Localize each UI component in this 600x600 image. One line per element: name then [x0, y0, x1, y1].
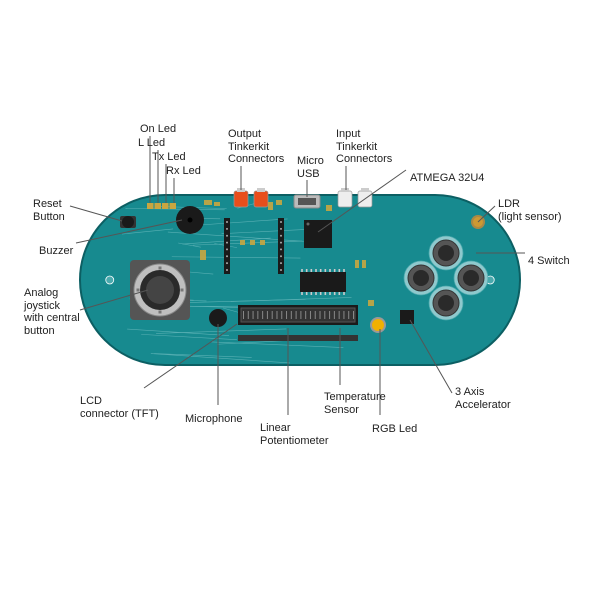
status-led — [147, 203, 154, 209]
label-tx-led: Tx Led — [152, 151, 186, 164]
output-tinkerkit-connector — [234, 191, 248, 207]
label-microphone: Microphone — [185, 413, 242, 426]
label-linear-pot: LinearPotentiometer — [260, 422, 328, 447]
label-l-led: L Led — [138, 137, 165, 150]
output-tinkerkit-connector — [254, 191, 268, 207]
smd-component — [250, 240, 255, 245]
label-atmega: ATMEGA 32U4 — [410, 172, 484, 185]
smd-component — [368, 300, 374, 306]
label-rgb-led: RGB Led — [372, 423, 417, 436]
label-joystick: Analogjoystickwith centralbutton — [24, 287, 80, 338]
smd-component — [362, 260, 366, 268]
accelerometer — [400, 310, 414, 324]
label-ldr: LDR(light sensor) — [498, 198, 562, 223]
diagram-svg — [0, 0, 600, 600]
smd-component — [240, 240, 245, 245]
smd-component — [355, 260, 359, 268]
label-rx-led: Rx Led — [166, 165, 201, 178]
input-tinkerkit-connector — [338, 191, 352, 207]
smd-component — [260, 240, 265, 245]
label-accel: 3 AxisAccelerator — [455, 386, 511, 411]
label-lcd: LCDconnector (TFT) — [80, 395, 159, 420]
smd-component — [276, 200, 282, 205]
smd-component — [204, 200, 212, 205]
label-in-tk: InputTinkerkitConnectors — [336, 128, 392, 166]
label-reset: ResetButton — [33, 198, 65, 223]
ic-chip — [300, 272, 346, 292]
status-led — [162, 203, 169, 209]
pin-header — [278, 218, 284, 274]
label-switches: 4 Switch — [528, 255, 570, 268]
label-buzzer: Buzzer — [39, 245, 73, 258]
label-on-led: On Led — [140, 123, 176, 136]
smd-component — [268, 202, 273, 210]
smd-component — [214, 202, 220, 206]
label-micro-usb: MicroUSB — [297, 155, 324, 180]
label-temp: TemperatureSensor — [324, 391, 386, 416]
pin-header — [224, 218, 230, 274]
status-led — [155, 203, 162, 209]
label-out-tk: OutputTinkerkitConnectors — [228, 128, 284, 166]
smd-component — [200, 250, 206, 260]
smd-component — [326, 205, 332, 211]
status-led — [170, 203, 177, 209]
